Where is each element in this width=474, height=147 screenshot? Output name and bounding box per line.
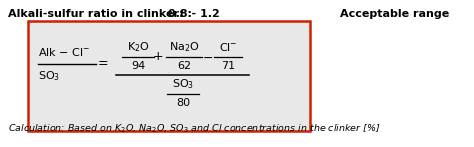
Text: $-$: $-$ [202, 51, 214, 64]
Text: Alk $-$ Cl$^{-}$: Alk $-$ Cl$^{-}$ [38, 46, 90, 58]
Text: =: = [98, 57, 109, 71]
Text: 71: 71 [221, 61, 235, 71]
Text: 94: 94 [131, 61, 145, 71]
Text: Na$_2$O: Na$_2$O [169, 40, 199, 54]
Text: Calculation: Based on K$_2$O, Na$_2$O, SO$_3$ and Cl concentrations in the clink: Calculation: Based on K$_2$O, Na$_2$O, S… [8, 122, 381, 135]
Text: +: + [153, 51, 164, 64]
Text: SO$_3$: SO$_3$ [38, 69, 60, 83]
Text: 0.8 - 1.2: 0.8 - 1.2 [168, 9, 220, 19]
Text: 80: 80 [176, 98, 190, 108]
Text: 62: 62 [177, 61, 191, 71]
Bar [28, 21, 310, 131]
Text: K$_2$O: K$_2$O [127, 40, 149, 54]
Text: Alkali-sulfur ratio in clinker: :: Alkali-sulfur ratio in clinker: : [8, 9, 192, 19]
Text: Acceptable range: Acceptable range [340, 9, 449, 19]
Text: SO$_3$: SO$_3$ [172, 77, 194, 91]
Text: Cl$^{-}$: Cl$^{-}$ [219, 41, 237, 53]
